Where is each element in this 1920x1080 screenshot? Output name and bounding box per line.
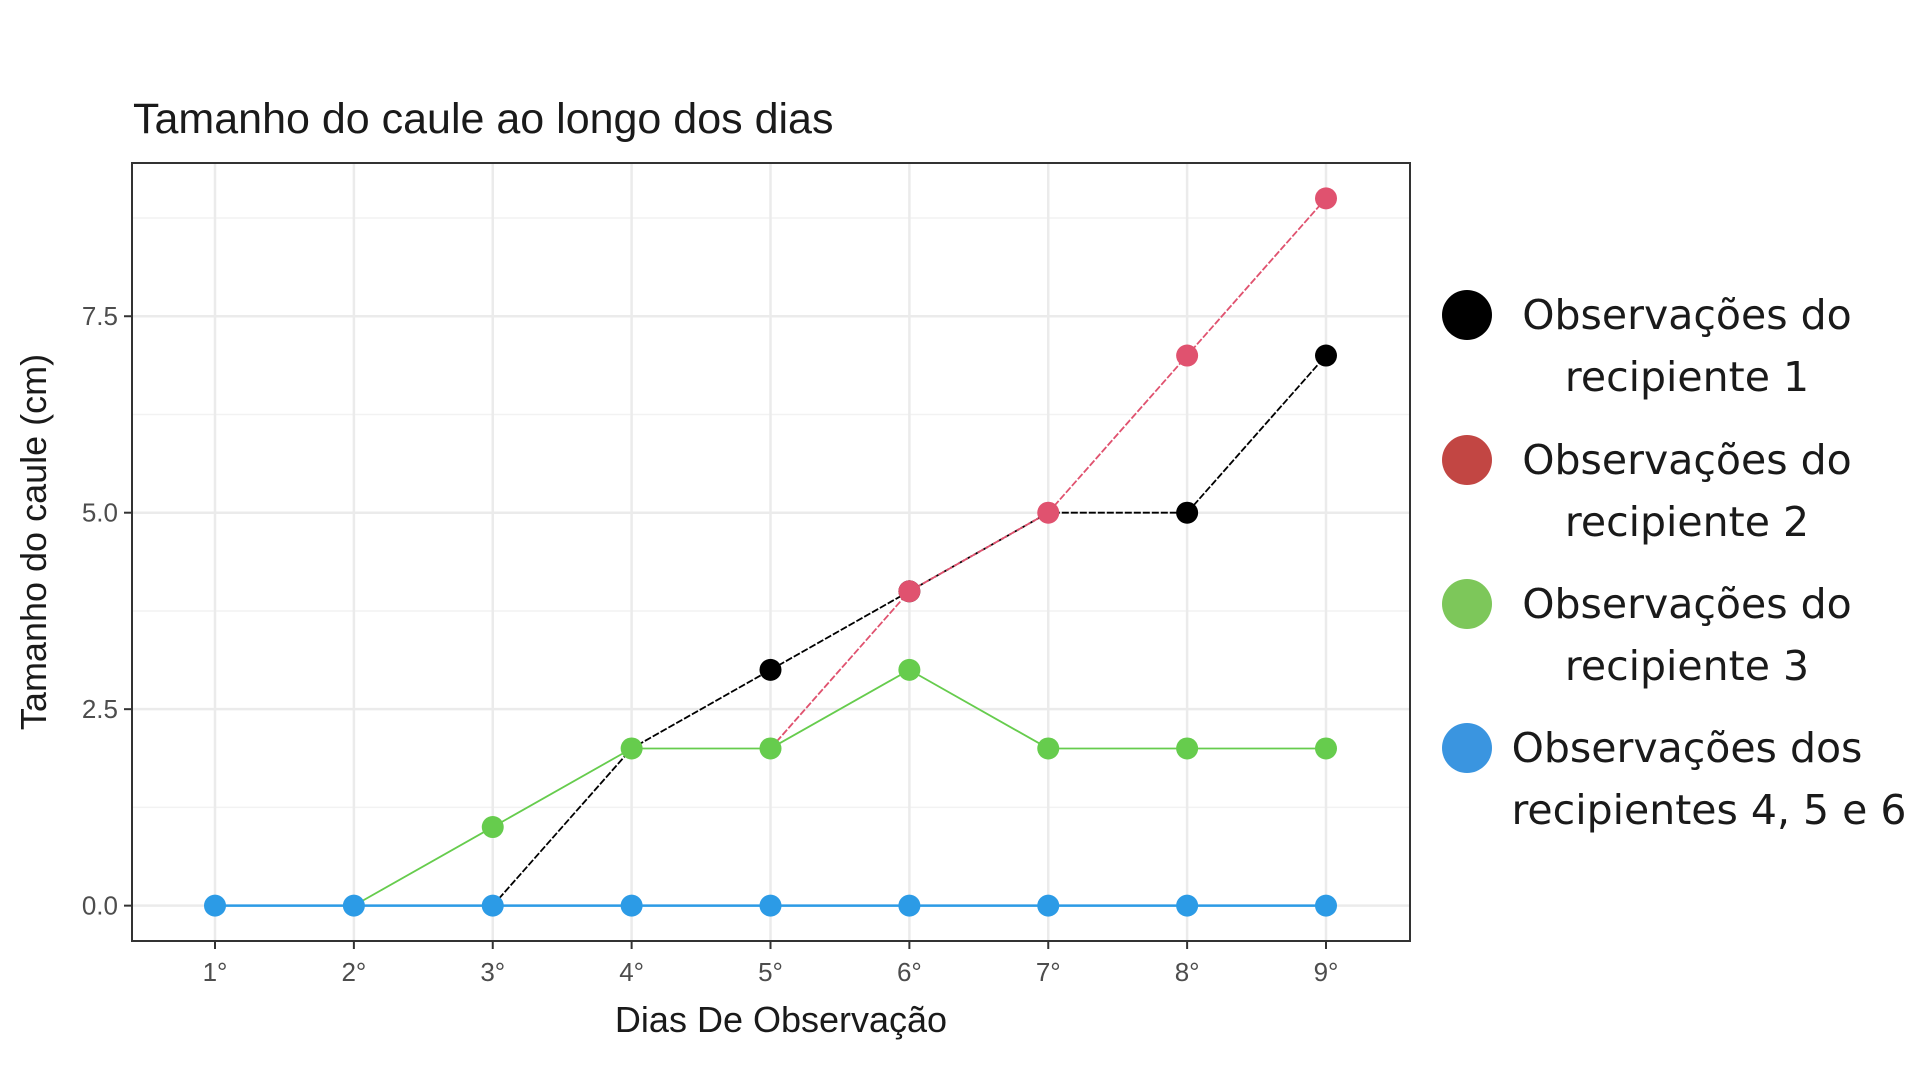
legend-label-line-1: Observações do xyxy=(1522,436,1851,484)
x-axis-title: Dias De Observação xyxy=(615,999,947,1040)
legend-swatch-3 xyxy=(1442,579,1492,629)
axes: 0.0 2.5 5.0 7.5 1° 2° 3° 4° 5° 6° 7° 8° 9° xyxy=(82,301,1339,987)
series-3-point xyxy=(620,737,643,760)
legend-swatch-4 xyxy=(1442,723,1492,773)
series-1-point xyxy=(759,658,782,681)
series-3-point xyxy=(759,737,782,760)
x-tick-label: 4° xyxy=(619,957,644,987)
series-3-point xyxy=(1315,737,1337,760)
legend-swatch-2 xyxy=(1442,435,1492,485)
x-tick-label: 2° xyxy=(341,957,366,987)
series-4-point xyxy=(481,894,504,917)
y-tick-label: 2.5 xyxy=(82,694,118,724)
series-2-point xyxy=(1037,501,1060,524)
legend: Observações do recipiente 1 Observações do… xyxy=(1442,290,1907,834)
series-4-point xyxy=(620,894,643,917)
series-3-point xyxy=(481,816,504,839)
series-2-point xyxy=(898,580,921,603)
legend-label-line-2: recipiente 2 xyxy=(1565,498,1809,546)
chart-title: Tamanho do caule ao longo dos dias xyxy=(133,95,833,143)
x-tick-label: 7° xyxy=(1036,957,1061,987)
x-tick-label: 9° xyxy=(1314,957,1339,987)
legend-label-line-2: recipiente 1 xyxy=(1565,353,1809,401)
series-4-point xyxy=(898,894,921,917)
legend-label-line-2: recipiente 3 xyxy=(1565,642,1809,690)
series-3-point xyxy=(898,658,921,681)
series-4-point xyxy=(1315,894,1337,917)
legend-label-line-1: Observações do xyxy=(1522,291,1851,339)
x-tick-label: 1° xyxy=(203,957,228,987)
legend-label-line-1: Observações do xyxy=(1522,580,1851,628)
x-tick-label: 5° xyxy=(758,957,783,987)
series-4-point xyxy=(204,894,226,917)
series-1-point xyxy=(1176,501,1199,524)
series-4-point xyxy=(1176,894,1199,917)
series-3-line xyxy=(353,668,1326,907)
y-tick-label: 7.5 xyxy=(82,301,118,331)
y-axis-title: Tamanho do caule (cm) xyxy=(13,354,54,730)
grid-lines xyxy=(132,163,1410,941)
legend-label-line-2: recipientes 4, 5 e 6 xyxy=(1511,786,1906,834)
series-4-point xyxy=(1037,894,1060,917)
x-tick-label: 6° xyxy=(897,957,922,987)
x-tick-label: 3° xyxy=(480,957,505,987)
series-4-point xyxy=(759,894,782,917)
y-tick-label: 5.0 xyxy=(82,498,118,528)
series-1-point xyxy=(1315,344,1337,367)
x-tick-label: 8° xyxy=(1175,957,1200,987)
series-2-point xyxy=(1176,344,1199,367)
series-3-point xyxy=(1037,737,1060,760)
legend-label-line-1: Observações dos xyxy=(1512,724,1863,772)
series-3-point xyxy=(1176,737,1199,760)
legend-swatch-1 xyxy=(1442,290,1492,340)
data-series xyxy=(204,187,1337,917)
y-tick-label: 0.0 xyxy=(82,891,118,921)
series-4-point xyxy=(342,894,365,917)
series-2-point xyxy=(1315,187,1337,210)
